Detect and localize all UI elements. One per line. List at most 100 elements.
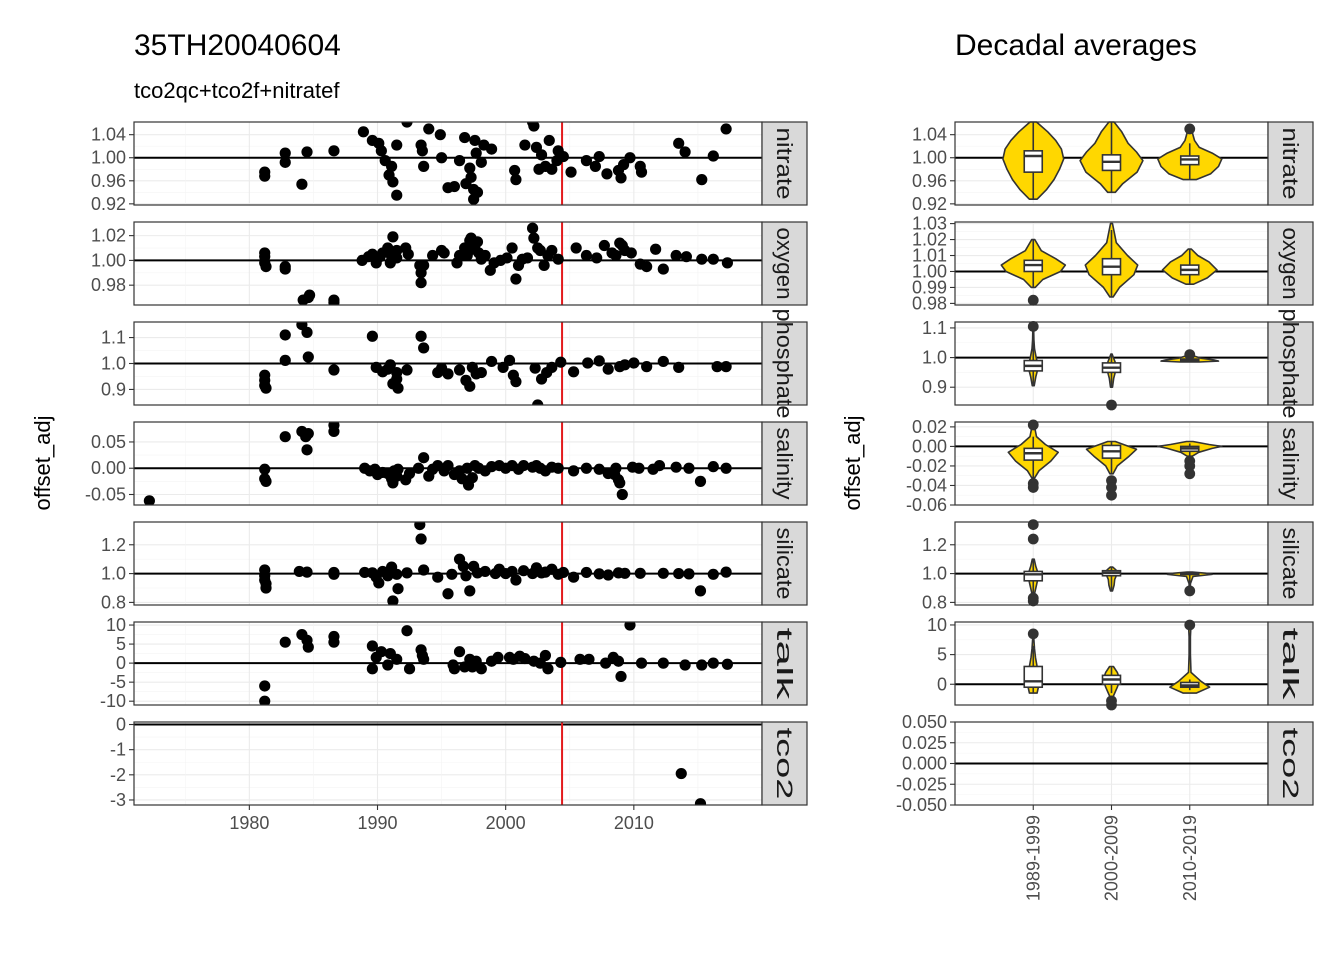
scatter-point-talk bbox=[259, 695, 271, 705]
scatter-point-oxygen bbox=[391, 252, 403, 264]
scatter-point-salinity bbox=[279, 431, 291, 443]
violin-strip-talk bbox=[1267, 621, 1314, 706]
scatter-point-phosphate bbox=[279, 329, 291, 341]
scatter-point-silicate bbox=[391, 568, 403, 580]
scatter-point-talk bbox=[707, 657, 719, 669]
scatter-strip-salinity bbox=[761, 421, 808, 506]
boxplot-outlier-1989-1999 bbox=[1027, 482, 1039, 493]
scatter-point-talk bbox=[657, 657, 669, 669]
scatter-point-oxygen bbox=[641, 260, 653, 273]
violin-ytick-label-oxygen: 0.99 bbox=[912, 277, 947, 297]
scatter-point-silicate bbox=[373, 577, 385, 589]
violin-facet-phosphate: phosphate 0.9 1.0 1.1 bbox=[922, 309, 1314, 419]
scatter-point-silicate bbox=[442, 588, 454, 600]
scatter-point-oxygen bbox=[387, 231, 399, 243]
violin-content-phosphate bbox=[955, 321, 1268, 411]
scatter-point-oxygen bbox=[657, 263, 669, 275]
violin-ytick-label-salinity: -0.02 bbox=[906, 456, 947, 476]
violin-ytick-label-phosphate: 1.1 bbox=[922, 318, 947, 338]
scatter-point-salinity bbox=[614, 477, 626, 489]
scatter-point-phosphate bbox=[628, 357, 640, 369]
scatter-point-oxygen bbox=[260, 260, 272, 273]
scatter-content-salinity bbox=[134, 422, 762, 505]
scatter-point-nitrate bbox=[535, 149, 548, 161]
scatter-point-oxygen bbox=[538, 259, 550, 271]
violin-ytick-label-salinity: -0.04 bbox=[906, 475, 947, 495]
scatter-point-oxygen bbox=[303, 289, 316, 301]
boxplot-outlier-2010-2019 bbox=[1184, 619, 1196, 631]
scatter-point-talk bbox=[391, 653, 403, 665]
scatter-point-salinity bbox=[720, 462, 732, 474]
scatter-ytick-label-tco2: -3 bbox=[110, 790, 126, 810]
violin-strip-silicate bbox=[1267, 521, 1314, 606]
scatter-point-tco2 bbox=[694, 798, 707, 805]
violin-facet-nitrate: nitrate 0.92 0.96 1.00 1.04 bbox=[912, 121, 1314, 214]
boxplot-box-1989-1999 bbox=[1023, 150, 1044, 173]
violin-ytick-label-silicate: 1.2 bbox=[922, 535, 947, 555]
scatter-point-nitrate bbox=[624, 152, 636, 164]
scatter-point-nitrate bbox=[259, 170, 271, 182]
violin-facet-salinity: salinity -0.06-0.04-0.020.000.02 bbox=[906, 417, 1314, 515]
scatter-point-oxygen bbox=[328, 296, 340, 305]
violin-strip-label-nitrate: nitrate bbox=[1278, 128, 1303, 200]
violin-ytick-label-phosphate: 1.0 bbox=[922, 348, 947, 368]
scatter-point-talk bbox=[448, 663, 461, 675]
scatter-point-salinity bbox=[442, 460, 454, 472]
scatter-point-salinity bbox=[610, 462, 622, 474]
scatter-point-oxygen bbox=[148, 307, 159, 318]
violin-xtick-label: 2000-2009 bbox=[1102, 815, 1122, 901]
scatter-point-talk bbox=[259, 680, 271, 692]
scatter-ytick-label-salinity: 0.05 bbox=[91, 432, 126, 452]
violin-strip-salinity bbox=[1267, 421, 1314, 506]
violin-facet-grid: nitrate0.920.961.001.04oxygen0.980.991.0… bbox=[896, 121, 1314, 901]
scatter-point-nitrate bbox=[510, 174, 522, 186]
scatter-point-silicate bbox=[673, 567, 685, 580]
scatter-xtick-label: 2010 bbox=[614, 813, 654, 833]
scatter-content-phosphate bbox=[134, 322, 762, 405]
scatter-ytick-label-oxygen: 1.02 bbox=[91, 226, 126, 246]
scatter-point-talk bbox=[302, 641, 314, 653]
scatter-point-salinity bbox=[707, 461, 719, 473]
violin-ytick-label-oxygen: 0.98 bbox=[912, 293, 947, 313]
scatter-point-oxygen bbox=[471, 236, 484, 248]
scatter-point-oxygen bbox=[546, 244, 558, 257]
scatter-point-phosphate bbox=[711, 361, 723, 373]
scatter-point-silicate bbox=[387, 595, 399, 605]
scatter-point-silicate bbox=[619, 567, 631, 579]
scatter-point-salinity bbox=[568, 465, 580, 477]
violin-strip-label-silicate: silicate bbox=[1278, 528, 1303, 600]
scatter-point-nitrate bbox=[546, 163, 558, 175]
scatter-strip-nitrate bbox=[761, 121, 808, 206]
scatter-ytick-label-salinity: 0.00 bbox=[91, 458, 126, 478]
scatter-point-talk bbox=[600, 657, 612, 669]
scatter-strip-talk bbox=[761, 621, 808, 706]
scatter-point-silicate bbox=[414, 522, 426, 531]
scatter-point-oxygen bbox=[591, 252, 603, 264]
scatter-ytick-label-silicate: 1.0 bbox=[101, 564, 126, 584]
scatter-point-oxygen bbox=[415, 277, 427, 289]
scatter-point-salinity bbox=[260, 475, 272, 487]
violin-ytick-label-oxygen: 1.00 bbox=[912, 261, 947, 281]
scatter-point-talk bbox=[583, 653, 595, 665]
scatter-point-silicate bbox=[518, 565, 530, 577]
scatter-point-salinity bbox=[143, 495, 155, 505]
scatter-ytick-label-phosphate: 1.0 bbox=[101, 354, 126, 374]
scatter-ytick-label-talk: -5 bbox=[110, 672, 126, 692]
violin-strip-label-oxygen: oxygen bbox=[1278, 228, 1303, 300]
scatter-ytick-label-talk: 5 bbox=[116, 634, 126, 654]
violin-xtick-label: 1989-1999 bbox=[1023, 815, 1043, 901]
scatter-point-phosphate bbox=[391, 373, 403, 385]
scatter-point-talk bbox=[279, 636, 291, 648]
violin-ytick-label-nitrate: 1.04 bbox=[912, 125, 947, 145]
boxplot-outlier-1989-1999 bbox=[1027, 628, 1039, 640]
scatter-facet-nitrate: nitrate 0.92 0.96 1.00 1.04 bbox=[91, 121, 808, 214]
scatter-point-oxygen bbox=[521, 252, 534, 264]
scatter-point-talk bbox=[403, 663, 416, 675]
scatter-point-nitrate bbox=[387, 176, 399, 188]
scatter-point-talk bbox=[366, 640, 378, 652]
violin-strip-tco2 bbox=[1267, 721, 1314, 806]
scatter-point-phosphate bbox=[301, 326, 313, 338]
scatter-x-axis: 1980 1990 2000 2010 bbox=[229, 805, 654, 833]
scatter-point-talk bbox=[492, 651, 504, 664]
